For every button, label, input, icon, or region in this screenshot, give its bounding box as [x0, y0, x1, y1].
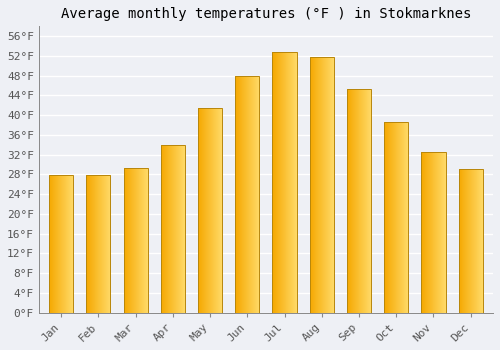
- Bar: [384, 121, 408, 313]
- Bar: [235, 76, 260, 313]
- Bar: [160, 145, 185, 313]
- Bar: [272, 52, 296, 313]
- Bar: [124, 168, 148, 313]
- Bar: [198, 108, 222, 313]
- Bar: [422, 152, 446, 313]
- Bar: [310, 57, 334, 313]
- Bar: [347, 89, 371, 313]
- Title: Average monthly temperatures (°F ) in Stokmarknes: Average monthly temperatures (°F ) in St…: [60, 7, 471, 21]
- Bar: [458, 169, 483, 313]
- Bar: [86, 175, 110, 313]
- Bar: [49, 175, 73, 313]
